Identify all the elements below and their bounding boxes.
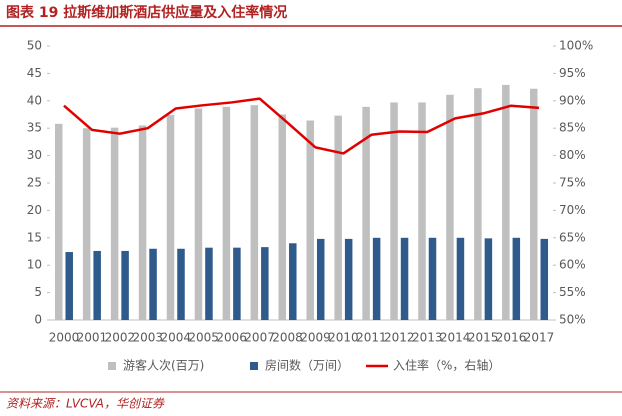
y2-tick-label: 95% xyxy=(559,66,586,80)
bar xyxy=(194,108,203,320)
y-tick-label: 45 xyxy=(27,66,42,80)
line xyxy=(63,97,540,155)
y2-tick-label: 80% xyxy=(559,148,586,162)
legend-swatch xyxy=(250,362,258,370)
bar xyxy=(484,238,493,320)
bar xyxy=(166,115,175,320)
bar xyxy=(93,250,101,320)
bar xyxy=(474,88,482,320)
bar xyxy=(344,238,353,320)
source: 资料来源：LVCVA，华创证券 xyxy=(6,397,165,411)
bar xyxy=(362,106,370,320)
x-tick-label: 2006 xyxy=(216,331,247,345)
y-tick-label: 25 xyxy=(27,176,42,190)
x-tick-label: 2015 xyxy=(468,331,499,345)
bar xyxy=(222,106,231,320)
bar xyxy=(400,237,409,320)
legend-label: 游客人次(百万) xyxy=(123,358,204,373)
bar xyxy=(54,123,63,320)
bar xyxy=(540,238,549,320)
bar xyxy=(149,248,157,320)
chart-title: 图表 19 拉斯维加斯酒店供应量及入住率情况 xyxy=(6,4,287,21)
y-tick-label: 20 xyxy=(27,203,42,217)
y2-tick-label: 90% xyxy=(559,93,586,107)
x-tick-label: 2004 xyxy=(160,331,191,345)
x-tick-label: 2016 xyxy=(496,331,527,345)
bar xyxy=(289,243,297,320)
bar xyxy=(138,125,147,321)
bar xyxy=(278,114,287,320)
legend-label: 房间数（万间） xyxy=(265,358,349,373)
x-tick-label: 2000 xyxy=(49,331,80,345)
y-tick-label: 0 xyxy=(34,313,42,327)
x-tick-label: 2002 xyxy=(105,331,136,345)
bar xyxy=(512,237,521,320)
bar xyxy=(250,105,259,321)
bar xyxy=(261,247,269,320)
y2-tick-label: 55% xyxy=(559,285,586,299)
bar xyxy=(428,237,437,320)
x-tick-label: 2009 xyxy=(300,331,331,345)
bar xyxy=(316,238,325,320)
x-tick-label: 2013 xyxy=(412,331,443,345)
y-tick-label: 50 xyxy=(27,39,42,53)
y-tick-label: 40 xyxy=(27,93,42,107)
bar xyxy=(372,237,381,320)
y-tick-label: 30 xyxy=(27,148,42,162)
y2-tick-label: 75% xyxy=(559,176,586,190)
y2-tick-label: 70% xyxy=(559,203,586,217)
y-tick-label: 15 xyxy=(27,230,42,244)
bar xyxy=(82,128,91,320)
bar xyxy=(205,247,213,320)
y2-tick-label: 100% xyxy=(559,39,593,53)
y2-tick-label: 50% xyxy=(559,313,586,327)
bar xyxy=(110,127,119,320)
y2-tick-label: 60% xyxy=(559,258,586,272)
y-tick-label: 10 xyxy=(27,258,42,272)
bar xyxy=(121,250,129,320)
x-tick-label: 2007 xyxy=(244,331,275,345)
bar xyxy=(306,120,314,320)
x-tick-label: 2011 xyxy=(356,331,387,345)
x-tick-label: 2003 xyxy=(133,331,164,345)
x-tick-label: 2017 xyxy=(524,331,555,345)
bar xyxy=(233,247,241,320)
x-tick-label: 2012 xyxy=(384,331,415,345)
x-tick-label: 2005 xyxy=(188,331,219,345)
bar xyxy=(502,84,510,321)
legend-swatch xyxy=(108,362,116,370)
x-tick-label: 2010 xyxy=(328,331,359,345)
bar xyxy=(456,237,465,320)
bar xyxy=(418,102,426,320)
bar xyxy=(390,102,398,320)
bar xyxy=(177,248,185,320)
x-tick-label: 2014 xyxy=(440,331,471,345)
y-tick-label: 5 xyxy=(34,285,42,299)
y-tick-label: 35 xyxy=(27,121,42,135)
y2-tick-label: 85% xyxy=(559,121,586,135)
y2-tick-label: 65% xyxy=(559,230,586,244)
x-tick-label: 2001 xyxy=(77,331,108,345)
legend-label: 入住率（%，右轴） xyxy=(393,358,500,373)
bar xyxy=(446,94,454,320)
bar xyxy=(530,88,538,320)
x-tick-label: 2008 xyxy=(272,331,303,345)
bar xyxy=(334,115,342,320)
bar xyxy=(65,252,73,320)
